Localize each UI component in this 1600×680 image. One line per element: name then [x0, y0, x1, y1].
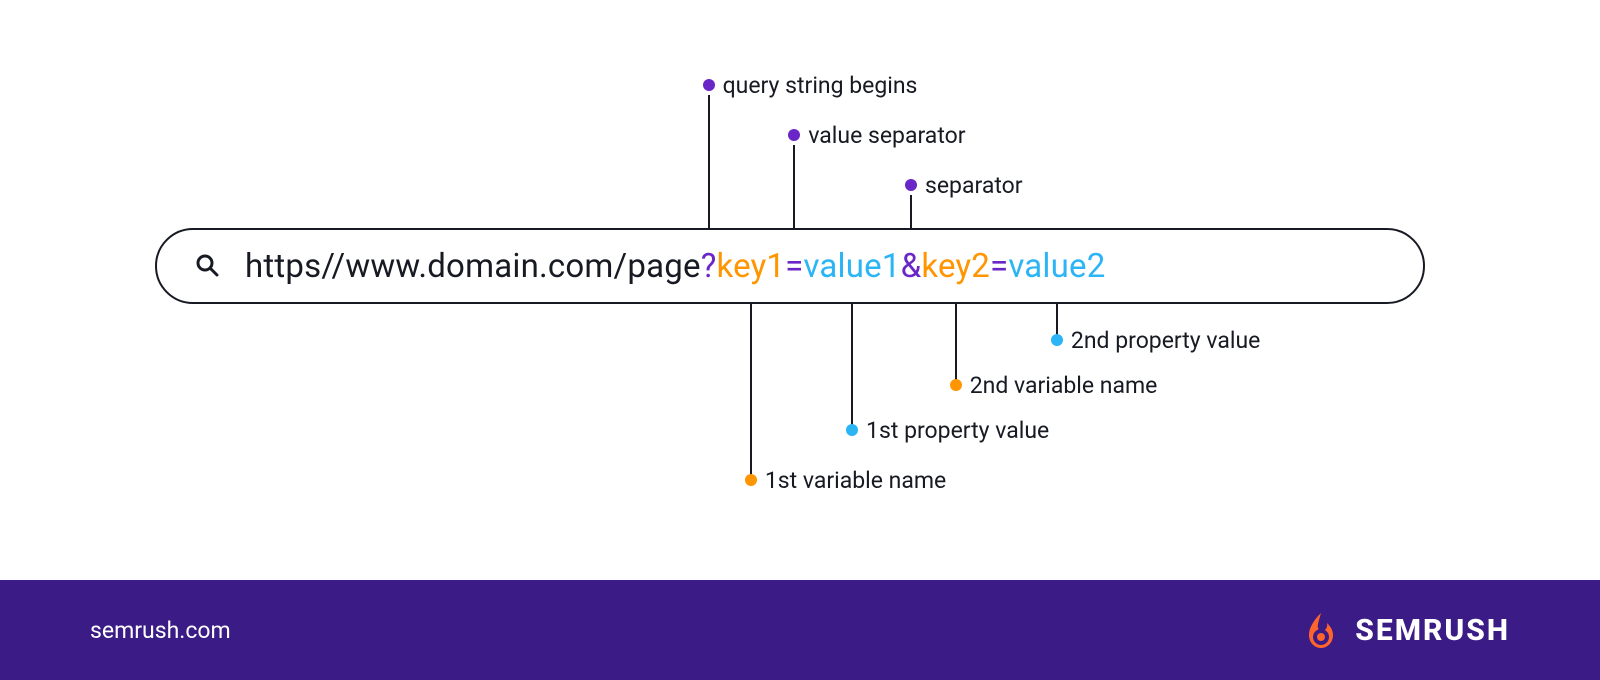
brand: SEMRUSH	[1301, 610, 1510, 650]
connector-qs-begins	[708, 95, 710, 228]
annotation-prop1: 1st property value	[846, 417, 1049, 444]
connector-sep	[910, 195, 912, 228]
annotation-var2: 2nd variable name	[950, 372, 1158, 399]
dot-icon	[846, 424, 858, 436]
infographic-canvas: https//www.domain.com/page?key1=value1&k…	[0, 0, 1600, 680]
annotation-label: 1st variable name	[765, 467, 946, 494]
url-part-value2: value2	[1008, 247, 1105, 286]
url-part-value1: value1	[803, 247, 900, 286]
connector-var1	[750, 304, 752, 484]
brand-text: SEMRUSH	[1355, 613, 1510, 648]
dot-icon	[905, 179, 917, 191]
dot-icon	[1051, 334, 1063, 346]
annotation-label: 2nd property value	[1071, 327, 1260, 354]
dot-icon	[703, 79, 715, 91]
dot-icon	[745, 474, 757, 486]
annotation-prop2: 2nd property value	[1051, 327, 1260, 354]
annotation-label: 2nd variable name	[970, 372, 1158, 399]
url-bar: https//www.domain.com/page?key1=value1&k…	[155, 228, 1425, 304]
footer-url: semrush.com	[90, 617, 231, 644]
url-part-amp: &	[901, 247, 922, 286]
url-part-key2: key2	[921, 247, 990, 286]
url-part-eq1: =	[785, 247, 803, 286]
dot-icon	[788, 129, 800, 141]
annotation-sep: separator	[905, 172, 1023, 199]
annotation-var1: 1st variable name	[745, 467, 946, 494]
search-icon	[195, 247, 219, 286]
annotation-label: value separator	[808, 122, 965, 149]
fire-icon	[1301, 610, 1341, 650]
annotation-label: separator	[925, 172, 1023, 199]
footer: semrush.com SEMRUSH	[0, 580, 1600, 680]
connector-val-sep	[793, 145, 795, 228]
url-part-key1: key1	[717, 247, 786, 286]
url-part-base: https//www.domain.com/page	[245, 247, 701, 286]
annotation-val-sep: value separator	[788, 122, 965, 149]
annotation-qs-begins: query string begins	[703, 72, 918, 99]
annotation-label: 1st property value	[866, 417, 1049, 444]
connector-prop1	[851, 304, 853, 434]
url-part-qmark: ?	[701, 247, 717, 286]
dot-icon	[950, 379, 962, 391]
url-part-eq2: =	[990, 247, 1008, 286]
url-text: https//www.domain.com/page?key1=value1&k…	[245, 247, 1105, 286]
annotation-label: query string begins	[723, 72, 918, 99]
